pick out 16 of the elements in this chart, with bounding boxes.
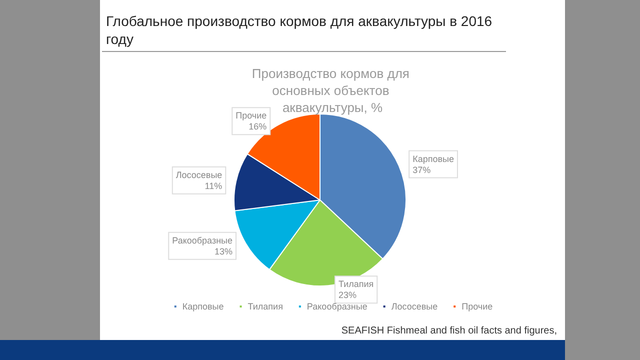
slice-label: Тилапия xyxy=(338,279,374,290)
legend-label: Карповые xyxy=(182,302,224,312)
legend-label: Прочие xyxy=(462,302,493,312)
data-label: 16% xyxy=(248,122,267,132)
slice-label: Лососевые xyxy=(176,170,222,180)
data-label: 23% xyxy=(338,290,356,300)
slice-label: Карповые xyxy=(412,154,454,164)
slice-label: Ракообразные xyxy=(172,235,233,246)
chart-title: Глобальное производство кормов для аквакультуры в 2016 году xyxy=(106,12,494,48)
legend-label: Тилапия xyxy=(248,302,284,312)
data-label: 37% xyxy=(412,164,431,175)
legend-label: Лососевые xyxy=(391,302,438,312)
data-label: 11% xyxy=(204,180,222,191)
data-label: 13% xyxy=(214,246,233,256)
legend-label: Ракообразные xyxy=(306,302,368,312)
text: SEAFISH Fishmeal and fish oil facts and figures, xyxy=(341,326,558,336)
